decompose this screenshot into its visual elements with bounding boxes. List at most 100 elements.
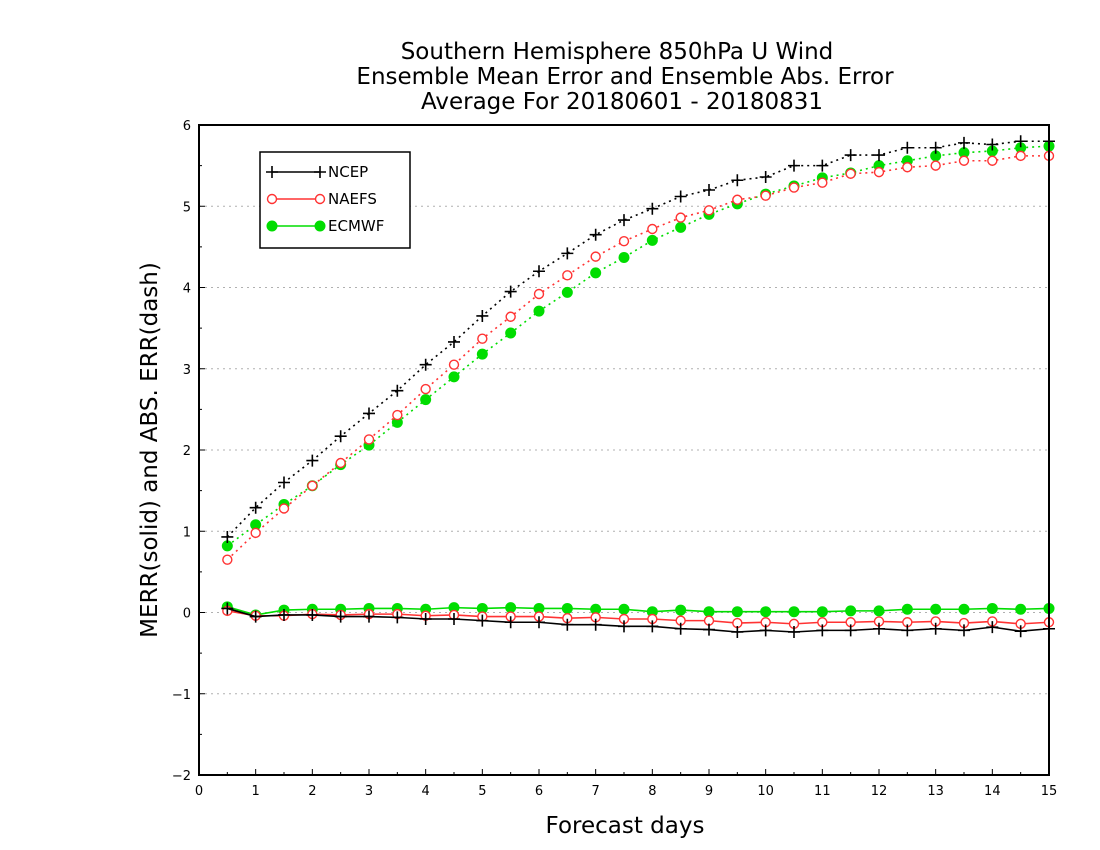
ncep-merr-point: [533, 616, 545, 629]
naefs-abs-err-point: [647, 223, 658, 235]
x-tick-label: 3: [365, 784, 373, 799]
naefs-abs-err-point: [562, 270, 573, 281]
ncep-abs-err-point: [448, 335, 460, 348]
naefs-abs-err-point: [533, 288, 545, 300]
y-axis-ticks: −2 −1 0 1 2 3 4 5 6: [172, 119, 205, 784]
ncep-abs-err-point: [561, 247, 574, 260]
ncep-merr-point: [958, 624, 970, 637]
ecmwf-merr-point: [561, 602, 573, 614]
naefs-abs-err-point: [222, 554, 233, 565]
ncep-merr-point: [306, 608, 319, 621]
ecmwf-abs-err-point: [561, 286, 573, 298]
x-tick-label: 13: [927, 784, 944, 799]
naefs-abs-err-point: [732, 194, 743, 205]
x-axis-label: Forecast days: [546, 813, 705, 839]
ecmwf-merr-point: [788, 606, 800, 618]
ecmwf-abs-err-point: [420, 394, 432, 406]
ecmwf-abs-err-line: [226, 145, 1050, 547]
x-tick-label: 1: [252, 784, 260, 799]
ncep-abs-err-point: [249, 501, 262, 514]
ncep-abs-err-point: [533, 265, 545, 278]
ecmwf-merr-point: [816, 606, 828, 618]
ecmwf-merr-point: [505, 602, 517, 614]
naefs-abs-err-point: [788, 182, 800, 193]
ncep-abs-err-point: [589, 228, 602, 241]
chart-title: Southern Hemisphere 850hPa U Wind Ensemb…: [356, 39, 894, 115]
ecmwf-merr-point: [845, 605, 857, 617]
legend-marker: [314, 193, 326, 205]
ecmwf-merr-point: [731, 606, 743, 618]
ecmwf-abs-err-point: [590, 267, 602, 279]
x-tick-label: 11: [814, 784, 831, 799]
ncep-merr-point: [901, 624, 914, 637]
ncep-merr-point: [419, 613, 432, 625]
x-tick-label: 10: [757, 784, 774, 799]
naefs-abs-err-point: [392, 409, 403, 421]
ncep-abs-err-point: [759, 171, 772, 183]
ecmwf-merr-point: [901, 603, 913, 615]
y-tick-label: −1: [172, 688, 191, 703]
ncep-abs-err-point: [929, 141, 942, 154]
ncep-abs-err-point: [504, 285, 517, 298]
ncep-merr-point: [334, 610, 347, 623]
ncep-merr-point: [278, 608, 290, 621]
ncep-abs-err-point: [476, 309, 489, 322]
x-tick-label: 14: [984, 784, 1001, 799]
naefs-abs-err-point: [477, 333, 488, 344]
ecmwf-merr-point: [760, 606, 772, 618]
ecmwf-merr-point: [675, 604, 687, 616]
legend-marker: [314, 166, 326, 178]
ncep-abs-err-point: [391, 384, 404, 397]
naefs-abs-err-point: [987, 155, 998, 166]
x-tick-label: 15: [1041, 784, 1058, 799]
ecmwf-abs-err-point: [646, 234, 658, 246]
naefs-abs-err-point: [278, 503, 290, 514]
ncep-merr-point: [1014, 625, 1027, 638]
title-line-1: Southern Hemisphere 850hPa U Wind: [401, 39, 834, 65]
legend-box: [259, 151, 411, 249]
ncep-abs-err-point: [788, 159, 800, 172]
y-tick-label: 1: [183, 525, 191, 540]
naefs-abs-err-point: [250, 527, 261, 539]
legend-marker: [266, 193, 278, 205]
ncep-merr-point: [929, 622, 942, 635]
ecmwf-merr-point: [703, 606, 715, 618]
ncep-merr-point: [249, 610, 262, 623]
naefs-abs-err-point: [420, 383, 431, 395]
naefs-abs-err-point: [873, 166, 885, 178]
naefs-abs-err-point: [675, 212, 686, 223]
ncep-merr-point: [561, 618, 574, 631]
legend-entry-ncep: NCEP: [266, 163, 368, 181]
x-tick-label: 6: [535, 784, 543, 799]
y-tick-label: −2: [172, 769, 191, 784]
ncep-merr-point: [646, 620, 659, 633]
ecmwf-abs-err-point: [618, 251, 630, 263]
ncep-abs-err-point: [646, 202, 659, 215]
ncep-merr-point: [589, 618, 602, 631]
ecmwf-merr-point: [930, 603, 942, 615]
ecmwf-abs-err-point: [675, 221, 687, 233]
ncep-abs-err-point: [703, 184, 715, 196]
naefs-abs-err-point: [817, 177, 828, 188]
ncep-merr-point: [844, 624, 857, 637]
ecmwf-merr-point: [618, 603, 630, 615]
ncep-abs-err-point: [844, 149, 857, 162]
ncep-abs-err-point: [901, 141, 914, 154]
naefs-abs-err-point: [930, 160, 941, 171]
x-tick-label: 7: [592, 784, 600, 799]
ncep-merr-point: [448, 613, 460, 625]
naefs-abs-err-point: [335, 457, 346, 469]
ncep-merr-point: [731, 626, 744, 638]
legend-entry-ecmwf: ECMWF: [266, 217, 384, 235]
x-axis-ticks: 0 1 2 3 4 5 6 7 8 9 10 11 12 13 14 15: [195, 769, 1057, 799]
ncep-abs-err-point: [278, 476, 290, 489]
ncep-merr-line: [227, 607, 1050, 633]
ncep-merr-point: [986, 621, 999, 634]
y-tick-label: 5: [183, 200, 191, 215]
x-tick-label: 8: [648, 784, 656, 799]
x-tick-label: 2: [308, 784, 316, 799]
naefs-abs-err-point: [902, 162, 913, 173]
legend-entry-naefs: NAEFS: [266, 190, 377, 208]
legend-marker: [314, 220, 326, 232]
ncep-merr-point: [363, 610, 375, 623]
